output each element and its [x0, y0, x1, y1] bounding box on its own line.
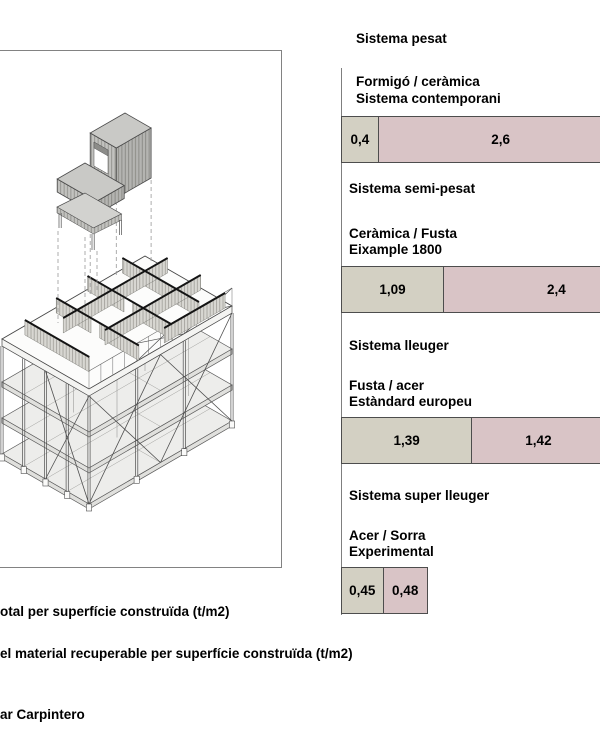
- group-context: Estàndard europeu: [349, 394, 473, 409]
- frame-columns: [0, 313, 235, 512]
- bar-total: 0,45: [341, 567, 384, 614]
- bar-recoverable: 1,42: [471, 417, 600, 464]
- bar-value-label: 2,4: [547, 282, 566, 297]
- bar-value-label: 0,48: [392, 583, 419, 598]
- bar-value-label: 2,6: [491, 132, 511, 147]
- group-title: Sistema semi-pesat: [349, 181, 476, 196]
- legend-line-total: otal per superfície construïda (t/m2): [0, 604, 230, 619]
- bar-recoverable: 2,6: [377, 116, 600, 163]
- legend-line-recoverable: el material recuperable per superfície c…: [0, 646, 353, 661]
- exploded-axonometric-drawing: [0, 112, 235, 512]
- attribution-line: ar Carpintero: [0, 707, 85, 722]
- bar-row: 1,09 2,4: [341, 266, 600, 313]
- deck-partition-walls: [24, 257, 226, 373]
- bar-value-label: 0,4: [350, 132, 370, 147]
- group-material: Formigó / ceràmica: [356, 74, 480, 89]
- bar-total: 0,4: [341, 116, 379, 163]
- axonometric-drawing-frame: [0, 50, 282, 568]
- bar-total: 1,09: [341, 266, 444, 313]
- bar-row: 0,45 0,48: [341, 567, 428, 614]
- bar-value-label: 1,42: [525, 433, 552, 448]
- group-title: Sistema super lleuger: [349, 488, 490, 503]
- bar-total: 1,39: [341, 417, 473, 464]
- bar-row: 0,4 2,6: [341, 116, 600, 163]
- group-context: Eixample 1800: [349, 242, 443, 257]
- frame-x-bracing: [45, 312, 233, 505]
- chart-axis-line: [341, 68, 342, 615]
- group-material: Acer / Sorra: [349, 528, 426, 543]
- projection-dashed-lines: [57, 180, 152, 323]
- bar-recoverable: 0,48: [382, 567, 428, 614]
- group-material: Fusta / acer: [349, 378, 425, 393]
- group-title: Sistema lleuger: [349, 338, 449, 353]
- group-title: Sistema pesat: [356, 31, 447, 46]
- group-material: Ceràmica / Fusta: [349, 226, 458, 241]
- bar-value-label: 1,39: [393, 433, 420, 448]
- bar-row: 1,39 1,42: [341, 417, 600, 464]
- bar-recoverable: 2,4: [443, 266, 600, 313]
- bar-value-label: 1,09: [379, 282, 406, 297]
- exploded-roof-volumes: [56, 112, 152, 250]
- group-context: Sistema contemporani: [356, 91, 501, 106]
- bar-value-label: 0,45: [349, 583, 376, 598]
- group-context: Experimental: [349, 544, 434, 559]
